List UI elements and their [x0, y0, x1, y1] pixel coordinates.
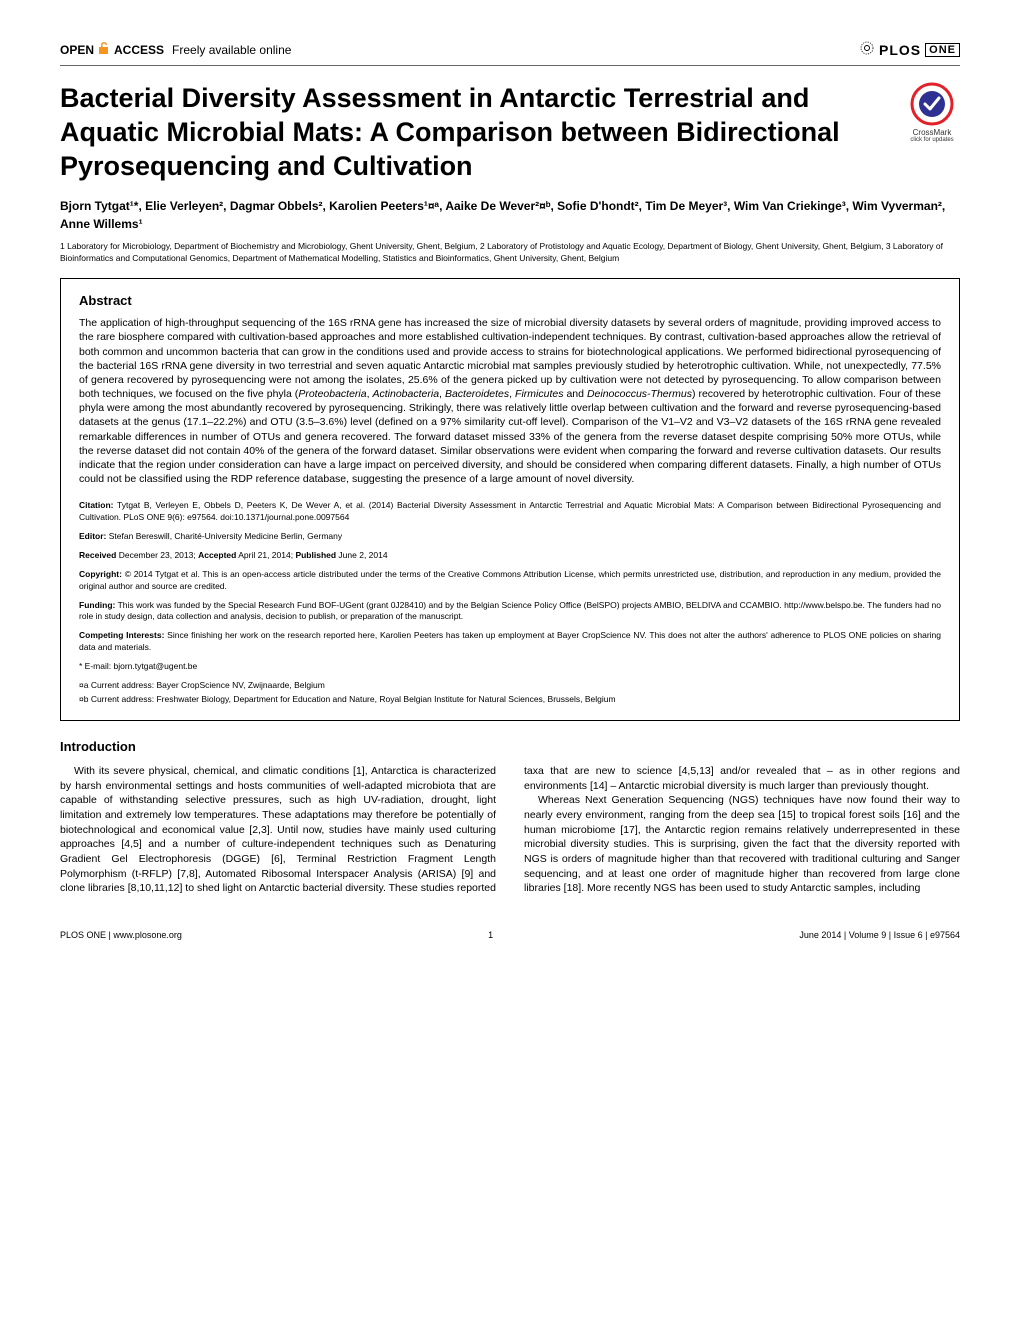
lock-icon [98, 41, 110, 58]
received-label: Received [79, 550, 116, 560]
copyright-label: Copyright: [79, 569, 122, 579]
title-wrap: Bacterial Diversity Assessment in Antarc… [60, 82, 960, 197]
introduction-body: With its severe physical, chemical, and … [60, 764, 960, 896]
journal-text: ONE [925, 43, 960, 57]
editor-label: Editor: [79, 531, 106, 541]
introduction-heading: Introduction [60, 739, 960, 754]
header-bar: OPEN ACCESS Freely available online PLOS… [60, 40, 960, 66]
author-list: Bjorn Tytgat¹*, Elie Verleyen², Dagmar O… [60, 197, 960, 233]
current-address-b: ¤b Current address: Freshwater Biology, … [79, 694, 941, 706]
copyright-text: © 2014 Tytgat et al. This is an open-acc… [79, 569, 941, 591]
open-access-label: OPEN ACCESS Freely available online [60, 41, 291, 58]
citation-label: Citation: [79, 500, 113, 510]
plos-icon [859, 40, 875, 59]
footer-right: June 2014 | Volume 9 | Issue 6 | e97564 [799, 930, 960, 940]
editor: Editor: Stefan Bereswill, Charité-Univer… [79, 531, 941, 543]
competing-text: Since finishing her work on the research… [79, 630, 941, 652]
plos-text: PLOS [879, 42, 921, 58]
email-text[interactable]: bjorn.tytgat@ugent.be [113, 661, 197, 671]
crossmark-label: CrossMark [904, 128, 960, 137]
accepted-text: April 21, 2014; [236, 550, 295, 560]
funding-text: This work was funded by the Special Rese… [79, 600, 941, 622]
footer-left: PLOS ONE | www.plosone.org [60, 930, 182, 940]
freely-text: Freely available online [172, 43, 291, 57]
open-text: OPEN [60, 43, 94, 57]
access-text: ACCESS [114, 43, 164, 57]
affiliations: 1 Laboratory for Microbiology, Departmen… [60, 241, 960, 264]
abstract-heading: Abstract [79, 293, 941, 308]
accepted-label: Accepted [198, 550, 236, 560]
current-address-a: ¤a Current address: Bayer CropScience NV… [79, 680, 941, 692]
abstract-body: The application of high-throughput seque… [79, 316, 941, 486]
funding: Funding: This work was funded by the Spe… [79, 600, 941, 624]
abstract-box: Abstract The application of high-through… [60, 278, 960, 721]
intro-paragraph: Whereas Next Generation Sequencing (NGS)… [524, 793, 960, 896]
plos-logo: PLOS ONE [859, 40, 960, 59]
page-footer: PLOS ONE | www.plosone.org 1 June 2014 |… [60, 924, 960, 940]
copyright: Copyright: © 2014 Tytgat et al. This is … [79, 569, 941, 593]
dates: Received December 23, 2013; Accepted Apr… [79, 550, 941, 562]
citation: Citation: Tytgat B, Verleyen E, Obbels D… [79, 500, 941, 524]
competing-label: Competing Interests: [79, 630, 164, 640]
footer-page-number: 1 [488, 930, 493, 940]
crossmark-sublabel: click for updates [904, 137, 960, 143]
citation-text: Tytgat B, Verleyen E, Obbels D, Peeters … [79, 500, 941, 522]
editor-text: Stefan Bereswill, Charité-University Med… [106, 531, 342, 541]
crossmark-badge[interactable]: CrossMark click for updates [904, 82, 960, 143]
article-title: Bacterial Diversity Assessment in Antarc… [60, 82, 888, 183]
email-label: * E-mail: [79, 661, 113, 671]
abstract-text: The application of high-throughput seque… [79, 317, 941, 485]
competing-interests: Competing Interests: Since finishing her… [79, 630, 941, 654]
corresponding-email: * E-mail: bjorn.tytgat@ugent.be [79, 661, 941, 673]
funding-label: Funding: [79, 600, 115, 610]
received-text: December 23, 2013; [116, 550, 198, 560]
published-label: Published [295, 550, 336, 560]
introduction-section: Introduction With its severe physical, c… [60, 739, 960, 896]
published-text: June 2, 2014 [336, 550, 388, 560]
